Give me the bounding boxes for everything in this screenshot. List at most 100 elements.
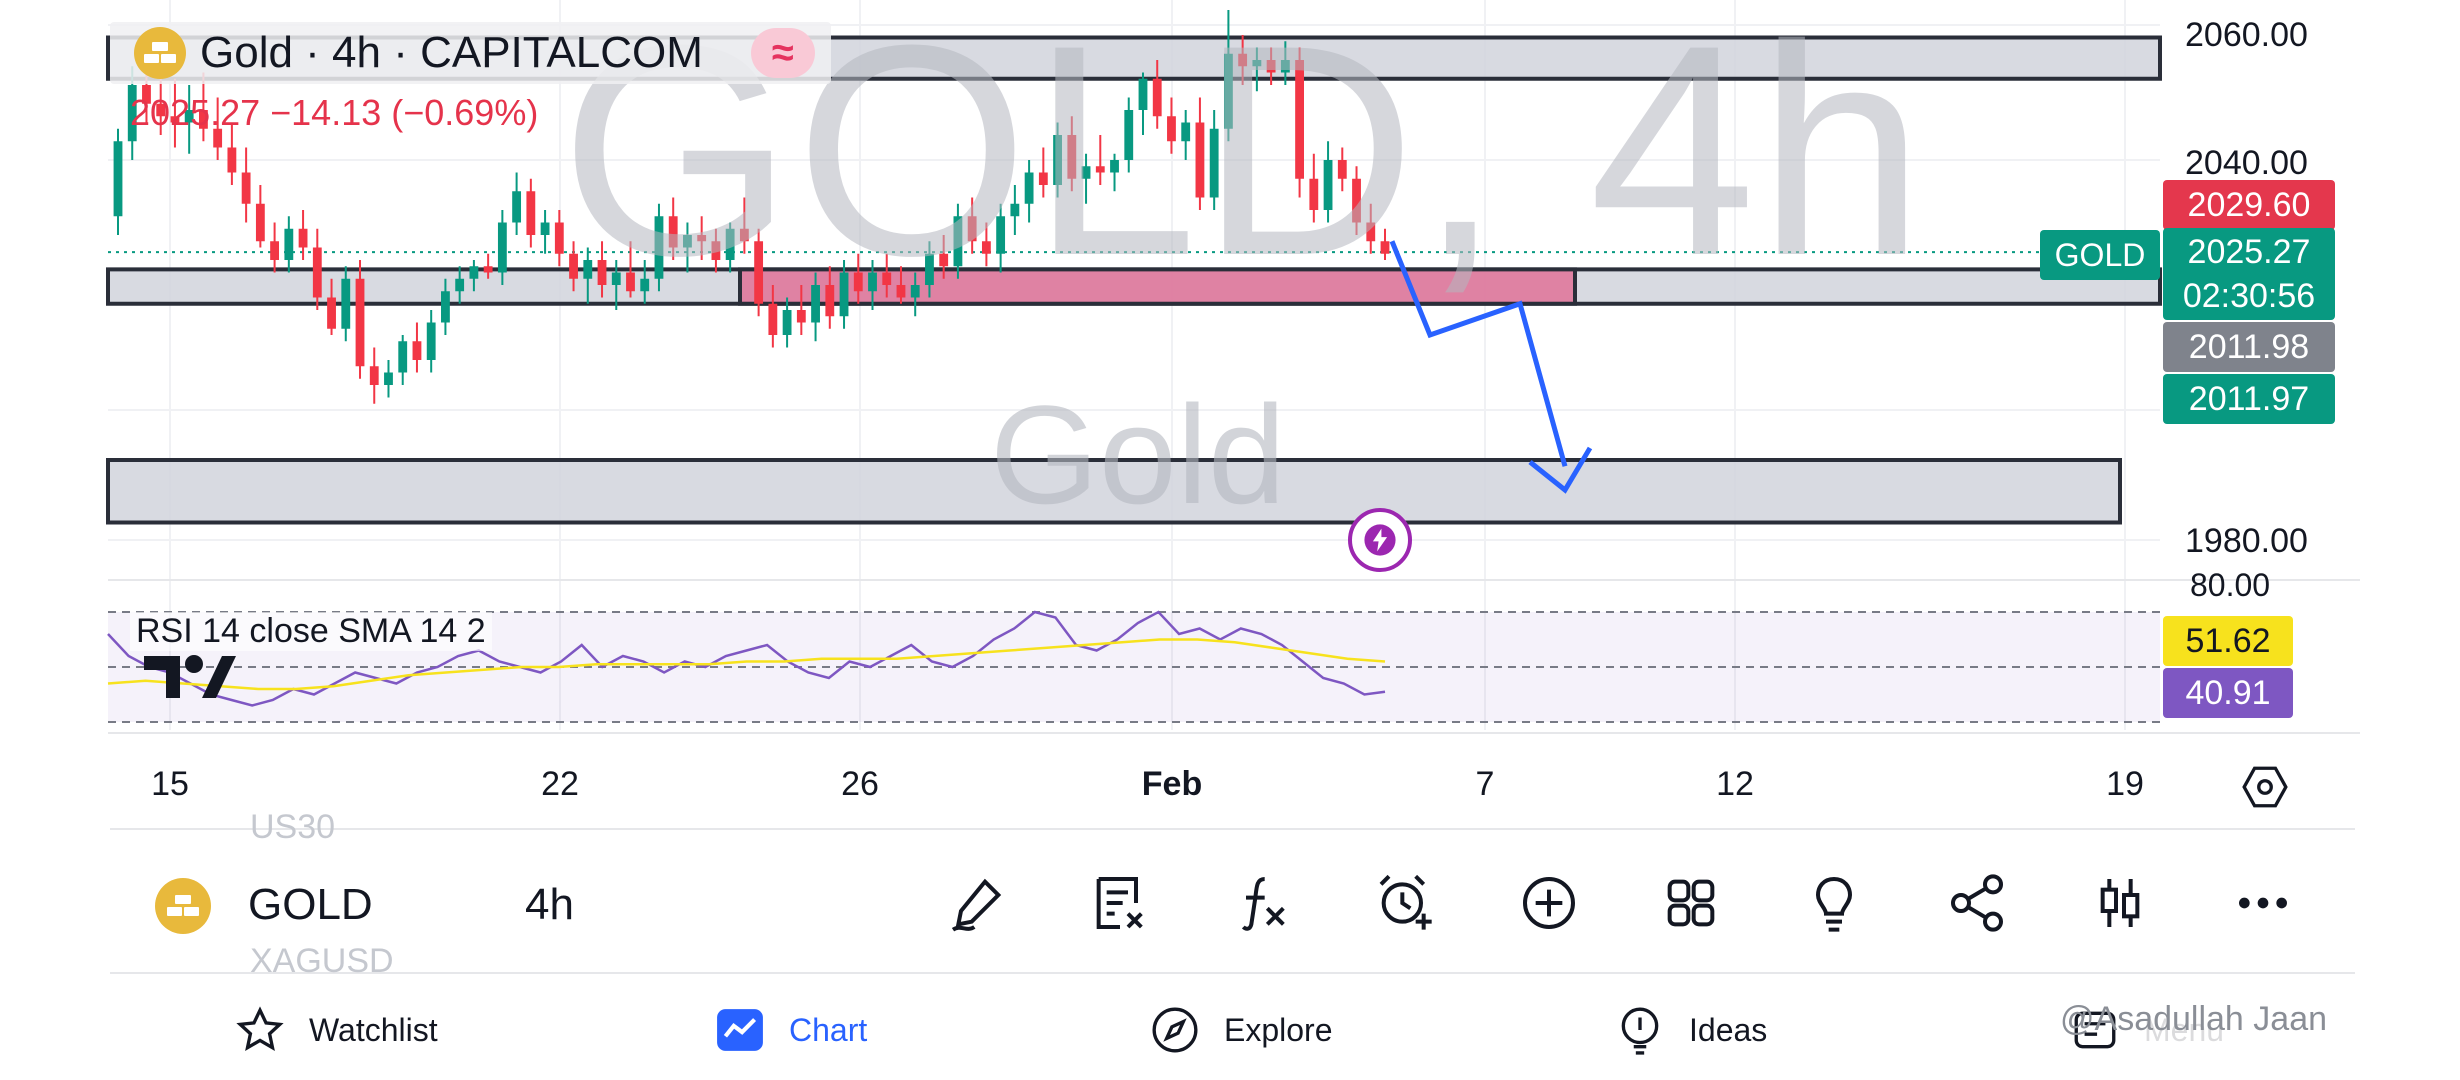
candle-down bbox=[1067, 135, 1077, 179]
candle-down bbox=[526, 191, 536, 235]
candle-up bbox=[184, 110, 194, 123]
alert-clock-icon[interactable] bbox=[1368, 866, 1442, 940]
layouts-icon[interactable] bbox=[1654, 866, 1728, 940]
candle-down bbox=[697, 235, 707, 242]
symbol-logo-icon bbox=[155, 878, 211, 934]
candle-down bbox=[312, 247, 322, 298]
share-icon[interactable] bbox=[1940, 866, 2014, 940]
candle-up bbox=[441, 291, 450, 323]
candle-up bbox=[512, 191, 522, 223]
rsi-value: 40.91 bbox=[2163, 668, 2293, 718]
time-label: 22 bbox=[541, 765, 579, 803]
rsi-sma-line bbox=[107, 638, 1386, 691]
order-block-zone bbox=[738, 267, 1577, 306]
candle-up bbox=[1252, 60, 1262, 67]
object-tree-icon[interactable] bbox=[1083, 866, 1157, 940]
candle-up bbox=[1209, 128, 1219, 198]
candle-down bbox=[569, 253, 578, 279]
nav-chart-label: Chart bbox=[789, 1011, 868, 1048]
candle-down bbox=[170, 116, 180, 123]
nav-menu[interactable]: Menu bbox=[2070, 996, 2224, 1064]
candle-up bbox=[398, 341, 408, 373]
ideas-bulb-icon[interactable] bbox=[1797, 866, 1871, 940]
candle-down bbox=[739, 228, 749, 242]
candle-down bbox=[939, 253, 949, 267]
candle-up bbox=[1280, 60, 1290, 73]
time-label: 12 bbox=[1716, 765, 1754, 803]
candle-down bbox=[1380, 241, 1390, 254]
nav-explore[interactable]: Explore bbox=[1150, 996, 1333, 1064]
candle-down bbox=[754, 241, 764, 304]
candle-down bbox=[1038, 172, 1048, 185]
rsi-tick: 80.00 bbox=[2190, 567, 2271, 603]
candle-down bbox=[967, 216, 977, 242]
chart-type-candles-icon[interactable] bbox=[2083, 866, 2157, 940]
interval-selector[interactable]: 4h bbox=[525, 880, 574, 929]
author-credit: @Asadullah Jaan bbox=[2060, 1000, 2328, 1038]
price-change: 2025.27 −14.13 (−0.69%) bbox=[130, 92, 539, 133]
candle-up bbox=[469, 266, 479, 279]
symbol-scroller-prev[interactable]: US30 bbox=[250, 808, 336, 846]
candle-down bbox=[1337, 160, 1347, 179]
more-icon[interactable] bbox=[2226, 866, 2300, 940]
chart-settings-icon[interactable] bbox=[2240, 762, 2290, 817]
nav-ideas[interactable]: Ideas bbox=[1615, 996, 1767, 1064]
candle-down bbox=[1366, 222, 1376, 242]
bottom-toolbar bbox=[110, 828, 2355, 974]
demand-zone bbox=[106, 458, 2122, 525]
candle-up bbox=[811, 285, 820, 323]
nav-watchlist[interactable]: Watchlist bbox=[235, 996, 438, 1064]
candle-down bbox=[241, 172, 251, 204]
candle-down bbox=[882, 272, 892, 285]
candle-up bbox=[127, 85, 137, 142]
candle-down bbox=[796, 310, 806, 323]
candle-up bbox=[953, 216, 963, 267]
candle-up bbox=[1081, 166, 1091, 179]
last-price-label: 2025.27 02:30:56 bbox=[2163, 228, 2335, 320]
candle-down bbox=[896, 285, 906, 298]
exchange-badge[interactable]: ≈ bbox=[750, 28, 815, 78]
nav-chart[interactable]: Chart bbox=[715, 996, 867, 1064]
candle-up bbox=[284, 228, 294, 260]
candle-up bbox=[1010, 203, 1020, 217]
bar-countdown: 02:30:56 bbox=[2182, 277, 2316, 315]
menu-icon bbox=[2070, 1005, 2120, 1055]
candle-up bbox=[1124, 110, 1134, 160]
time-label-month: Feb bbox=[1141, 765, 1203, 803]
candle-up bbox=[611, 272, 621, 285]
candle-down bbox=[711, 241, 721, 260]
candle-up bbox=[996, 216, 1006, 254]
draw-icon[interactable] bbox=[940, 866, 1014, 940]
candle-down bbox=[483, 266, 493, 273]
candle-up bbox=[1323, 160, 1333, 210]
bid-price-label: 2029.60 bbox=[2163, 180, 2335, 230]
price-tick: 1980.00 bbox=[2185, 522, 2308, 560]
projection-arrow bbox=[1389, 240, 1568, 467]
candle-down bbox=[1195, 122, 1205, 198]
candle-up bbox=[1223, 53, 1233, 129]
rsi-legend[interactable]: RSI 14 close SMA 14 2 bbox=[130, 612, 492, 651]
candle-up bbox=[839, 272, 849, 317]
symbol-scroller-next[interactable]: XAGUSD bbox=[250, 942, 394, 980]
indicators-icon[interactable] bbox=[1225, 866, 1299, 940]
time-label: 7 bbox=[1475, 765, 1495, 803]
candle-down bbox=[412, 341, 422, 360]
candle-down bbox=[1152, 78, 1162, 117]
rsi-line bbox=[107, 610, 1386, 707]
candle-up bbox=[1053, 135, 1062, 185]
zone-level-label-green: 2011.97 bbox=[2163, 374, 2335, 424]
lightning-event-icon[interactable] bbox=[1348, 508, 1412, 572]
symbol-selector[interactable]: GOLD bbox=[248, 880, 373, 929]
time-label: 19 bbox=[2106, 765, 2144, 803]
candle-down bbox=[597, 260, 607, 285]
candle-down bbox=[1266, 60, 1276, 73]
zone-level-label: 2011.98 bbox=[2163, 322, 2335, 372]
nav-ideas-label: Ideas bbox=[1689, 1011, 1768, 1048]
nav-menu-label: Menu bbox=[2144, 1011, 2225, 1048]
candle-up bbox=[1181, 122, 1191, 142]
candle-down bbox=[554, 222, 564, 254]
add-icon[interactable] bbox=[1512, 866, 1586, 940]
symbol-legend[interactable]: Gold · 4h · CAPITALCOM ≈ bbox=[110, 22, 831, 84]
time-label: 15 bbox=[151, 765, 189, 803]
